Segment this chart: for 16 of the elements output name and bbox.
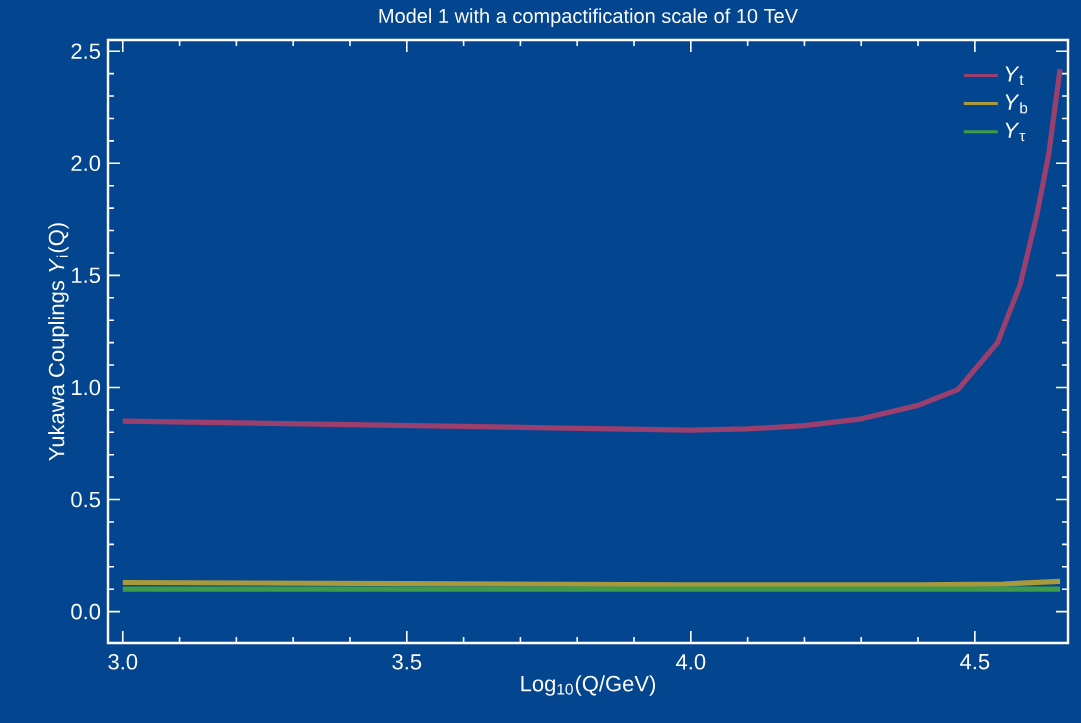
y-tick-label: 2.5 bbox=[71, 43, 101, 59]
y-tick-label: 0.0 bbox=[71, 603, 101, 620]
x-tick-label: 3.5 bbox=[392, 654, 422, 670]
x-tick-label: 3.0 bbox=[108, 654, 138, 670]
legend-label: Y$_{τ}$ bbox=[1005, 122, 1026, 142]
x-tick-label: 4.5 bbox=[960, 654, 990, 670]
y-axis-title: Yukawa Couplings Y$_{i}$(Q) bbox=[48, 223, 69, 461]
x-axis-title: Log$_{10}$(Q/GeV) bbox=[521, 675, 656, 696]
chart-title: Model 1 with a compactification scale of 10 TeV bbox=[379, 8, 798, 28]
legend-label: Y$_{b}$ bbox=[1005, 94, 1028, 114]
y-tick-label: 1.0 bbox=[72, 379, 101, 396]
legend-label: Y$_{t}$ bbox=[1005, 66, 1024, 85]
x-tick-label: 4.0 bbox=[676, 654, 706, 670]
y-tick-label: 2.0 bbox=[71, 155, 101, 172]
y-tick-label: 0.5 bbox=[71, 491, 101, 508]
y-tick-label: 1.5 bbox=[72, 267, 101, 284]
